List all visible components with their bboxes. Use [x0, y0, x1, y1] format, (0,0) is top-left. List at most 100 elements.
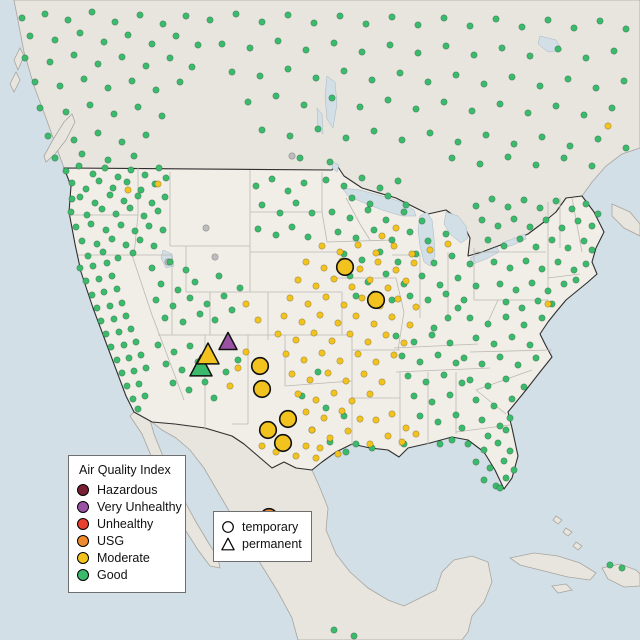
station-dot-moderate[interactable] — [360, 370, 368, 378]
station-dot-moderate[interactable] — [322, 293, 330, 301]
station-dot-moderate[interactable] — [334, 319, 342, 327]
station-dot-good[interactable] — [123, 178, 131, 186]
station-dot-good[interactable] — [21, 54, 29, 62]
station-dot-good[interactable] — [594, 135, 602, 143]
station-dot-good[interactable] — [430, 259, 438, 267]
station-dot-good[interactable] — [140, 212, 148, 220]
station-dot-good[interactable] — [622, 144, 630, 152]
station-dot-good[interactable] — [210, 394, 218, 402]
station-dot-good[interactable] — [26, 32, 34, 40]
station-dot-good[interactable] — [502, 313, 510, 321]
station-dot-good[interactable] — [508, 73, 516, 81]
station-dot-good[interactable] — [118, 369, 126, 377]
station-dot-good[interactable] — [72, 223, 80, 231]
station-dot-good[interactable] — [330, 626, 338, 634]
station-dot-good[interactable] — [102, 226, 110, 234]
station-dot-good[interactable] — [524, 109, 532, 117]
station-dot-good[interactable] — [536, 204, 544, 212]
station-dot-good[interactable] — [340, 67, 348, 75]
station-dot-good[interactable] — [398, 352, 406, 360]
station-dot-good[interactable] — [362, 20, 370, 28]
station-dot-good[interactable] — [83, 211, 91, 219]
station-dot-good[interactable] — [127, 325, 135, 333]
station-dot-good[interactable] — [488, 195, 496, 203]
station-dot-good[interactable] — [430, 324, 438, 332]
station-dot-good[interactable] — [452, 359, 460, 367]
station-dot-good[interactable] — [364, 206, 372, 214]
station-dot-good[interactable] — [554, 258, 562, 266]
station-dot-good[interactable] — [292, 199, 300, 207]
temporary-station-moderate[interactable] — [252, 379, 272, 399]
station-dot-good[interactable] — [458, 379, 466, 387]
temporary-station-moderate[interactable] — [273, 433, 293, 453]
station-dot-good[interactable] — [166, 258, 174, 266]
station-dot-good[interactable] — [526, 341, 534, 349]
station-dot-moderate[interactable] — [412, 430, 420, 438]
station-dot-good[interactable] — [348, 194, 356, 202]
station-dot-good[interactable] — [560, 154, 568, 162]
station-dot-good[interactable] — [89, 262, 97, 270]
station-dot-good[interactable] — [534, 297, 542, 305]
station-dot-good[interactable] — [400, 208, 408, 216]
station-dot-good[interactable] — [115, 328, 123, 336]
station-dot-good[interactable] — [70, 136, 78, 144]
station-dot-good[interactable] — [470, 51, 478, 59]
station-dot-good[interactable] — [606, 561, 614, 569]
station-dot-good[interactable] — [448, 154, 456, 162]
station-dot-good[interactable] — [512, 286, 520, 294]
station-dot-good[interactable] — [518, 23, 526, 31]
station-dot-moderate[interactable] — [336, 248, 344, 256]
station-dot-good[interactable] — [572, 276, 580, 284]
station-dot-good[interactable] — [104, 156, 112, 164]
station-dot-good[interactable] — [126, 204, 134, 212]
station-dot-good[interactable] — [211, 316, 219, 324]
station-dot-moderate[interactable] — [336, 357, 344, 365]
station-dot-good[interactable] — [51, 154, 59, 162]
station-dot-good[interactable] — [169, 302, 177, 310]
station-dot-good[interactable] — [434, 351, 442, 359]
station-dot-good[interactable] — [56, 82, 64, 90]
station-dot-good[interactable] — [334, 228, 342, 236]
station-dot-good[interactable] — [388, 236, 396, 244]
station-dot-good[interactable] — [302, 46, 310, 54]
station-dot-moderate[interactable] — [372, 249, 380, 257]
station-dot-good[interactable] — [120, 197, 128, 205]
station-dot-good[interactable] — [466, 314, 474, 322]
station-dot-good[interactable] — [448, 436, 456, 444]
station-dot-good[interactable] — [162, 174, 170, 182]
station-dot-good[interactable] — [386, 41, 394, 49]
station-dot-good[interactable] — [141, 171, 149, 179]
station-dot-good[interactable] — [272, 92, 280, 100]
station-dot-good[interactable] — [111, 18, 119, 26]
station-dot-moderate[interactable] — [154, 180, 162, 188]
station-dot-good[interactable] — [154, 341, 162, 349]
station-dot-good[interactable] — [206, 16, 214, 24]
station-dot-good[interactable] — [542, 216, 550, 224]
station-dot-good[interactable] — [169, 379, 177, 387]
permanent-station-very_unhealthy[interactable] — [218, 331, 238, 351]
station-dot-good[interactable] — [86, 101, 94, 109]
station-dot-good[interactable] — [191, 278, 199, 286]
station-dot-nodata[interactable] — [202, 224, 210, 232]
station-dot-moderate[interactable] — [288, 370, 296, 378]
station-dot-moderate[interactable] — [390, 351, 398, 359]
station-dot-good[interactable] — [538, 133, 546, 141]
station-dot-good[interactable] — [510, 215, 518, 223]
station-dot-good[interactable] — [570, 266, 578, 274]
station-dot-good[interactable] — [244, 98, 252, 106]
station-dot-good[interactable] — [480, 476, 488, 484]
station-dot-good[interactable] — [220, 292, 228, 300]
station-dot-moderate[interactable] — [330, 389, 338, 397]
station-dot-good[interactable] — [124, 31, 132, 39]
station-dot-good[interactable] — [256, 72, 264, 80]
station-dot-good[interactable] — [70, 51, 78, 59]
station-dot-good[interactable] — [458, 424, 466, 432]
station-dot-good[interactable] — [498, 44, 506, 52]
station-dot-moderate[interactable] — [302, 258, 310, 266]
station-dot-moderate[interactable] — [366, 276, 374, 284]
station-dot-good[interactable] — [274, 37, 282, 45]
station-dot-good[interactable] — [272, 231, 280, 239]
station-dot-good[interactable] — [526, 223, 534, 231]
station-dot-good[interactable] — [136, 11, 144, 19]
station-dot-good[interactable] — [100, 288, 108, 296]
